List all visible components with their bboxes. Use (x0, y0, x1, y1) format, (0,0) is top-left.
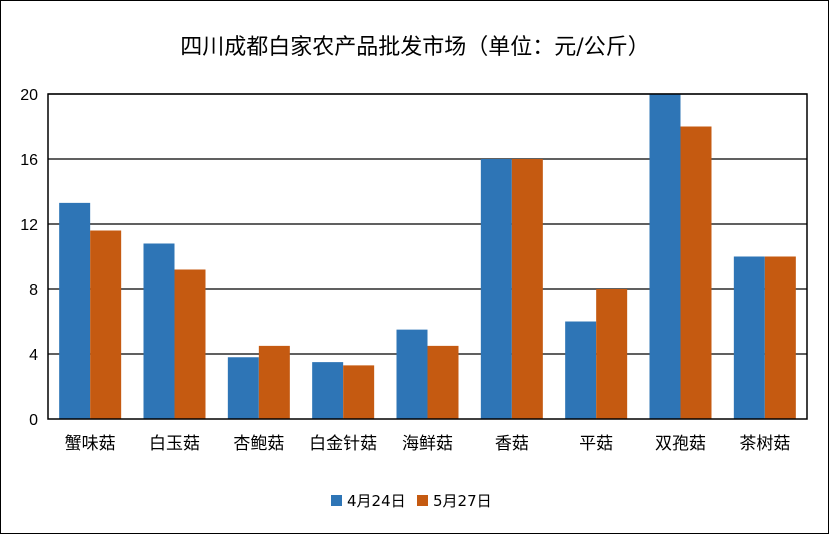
chart-title: 四川成都白家农产品批发市场（单位：元/公斤） (180, 35, 649, 60)
y-tick-label: 4 (29, 347, 38, 364)
x-category-label: 白玉菇 (149, 434, 200, 454)
bar-series-1 (396, 329, 428, 419)
bar-series-2 (258, 345, 290, 419)
bar-series-1 (480, 159, 512, 419)
bar-series-1 (59, 202, 91, 419)
x-category-label: 平菇 (579, 434, 613, 454)
x-category-label: 蟹味菇 (65, 434, 116, 454)
bar-series-2 (596, 289, 628, 419)
y-tick-labels: 0 4 8 12 16 20 (20, 87, 38, 429)
bar-series-1 (733, 256, 765, 419)
legend-label: 4月24日 (347, 492, 406, 510)
bar-series-1 (649, 94, 681, 419)
bar-series-2 (427, 345, 459, 419)
y-tick-label: 0 (29, 412, 38, 429)
bar-series-1 (143, 243, 175, 419)
legend: 4月24日 5月27日 (331, 492, 492, 510)
axes (47, 93, 808, 420)
bar-series-2 (174, 269, 206, 419)
y-tick-label: 12 (20, 217, 38, 234)
x-category-label: 茶树菇 (739, 434, 790, 454)
y-tick-label: 8 (29, 282, 38, 299)
bars (59, 94, 796, 419)
x-category-label: 海鲜菇 (402, 434, 453, 454)
bar-series-1 (565, 321, 597, 419)
plot-border (47, 93, 808, 420)
x-category-label: 香菇 (495, 434, 529, 454)
legend-swatch (417, 495, 428, 506)
y-tick-label: 16 (20, 152, 38, 169)
x-category-label: 双孢菇 (655, 434, 706, 454)
bar-series-2 (680, 126, 712, 419)
bar-series-2 (343, 365, 375, 419)
bar-series-2 (764, 256, 796, 419)
x-category-label: 白金针菇 (309, 434, 377, 454)
legend-swatch (331, 495, 342, 506)
legend-label: 5月27日 (433, 492, 492, 510)
bar-series-2 (511, 159, 543, 419)
bar-series-1 (312, 362, 344, 419)
bar-series-1 (227, 357, 259, 419)
x-category-labels: 蟹味菇 白玉菇 杏鲍菇 白金针菇 海鲜菇 香菇 平菇 双孢菇 茶树菇 (65, 434, 791, 454)
x-category-label: 杏鲍菇 (233, 434, 284, 454)
y-tick-label: 20 (20, 87, 38, 104)
bar-series-2 (90, 230, 122, 419)
